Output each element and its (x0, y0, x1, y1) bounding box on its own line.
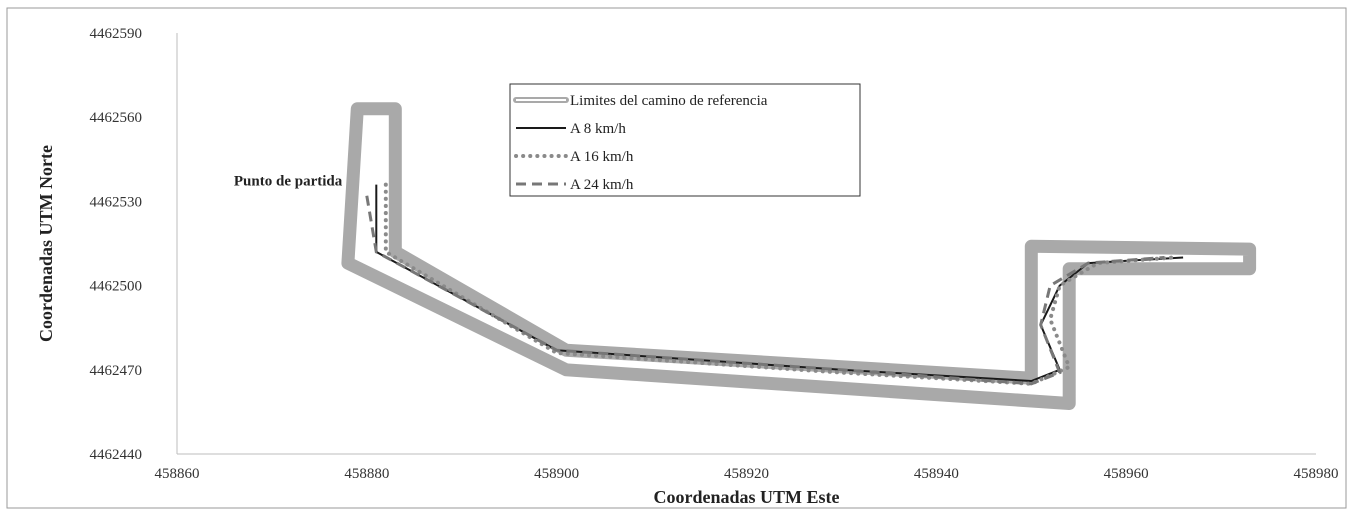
legend-label-limites-del-camino-de-referencia: Limites del camino de referencia (570, 93, 768, 109)
y-tick-label: 4462440 (90, 447, 143, 463)
x-tick-label: 458920 (724, 466, 769, 482)
legend: Limites del camino de referencia A 8 km/h… (509, 83, 861, 197)
y-tick-label: 4462500 (90, 279, 143, 295)
plot-area (341, 102, 1257, 410)
x-tick-label: 458960 (1104, 466, 1149, 482)
x-tick-label: 458900 (534, 466, 579, 482)
legend-box (509, 83, 861, 197)
x-tick-label: 458880 (344, 466, 389, 482)
tick-labels: 458860 458880 458900 458920 458940 458960 4589… (90, 26, 1339, 482)
y-tick-label: 4462560 (90, 110, 143, 126)
legend-label-a-8-km-h: A 8 km/h (570, 121, 626, 137)
y-axis-title: Coordenadas UTM Norte (36, 145, 56, 342)
start-point-annotation: Punto de partida (234, 174, 343, 190)
legend-label-a-24-km-h: A 24 km/h (570, 177, 634, 193)
x-tick-label: 458860 (155, 466, 200, 482)
x-tick-label: 458980 (1294, 466, 1339, 482)
y-tick-label: 4462530 (90, 194, 143, 210)
x-axis-title: Coordenadas UTM Este (653, 487, 839, 507)
x-tick-label: 458940 (914, 466, 959, 482)
legend-label-a-16-km-h: A 16 km/h (570, 149, 634, 165)
axes (176, 33, 1316, 455)
series-line-a-24-km-h (365, 195, 1165, 386)
y-tick-label: 4462470 (90, 363, 143, 379)
y-tick-label: 4462590 (90, 26, 143, 42)
